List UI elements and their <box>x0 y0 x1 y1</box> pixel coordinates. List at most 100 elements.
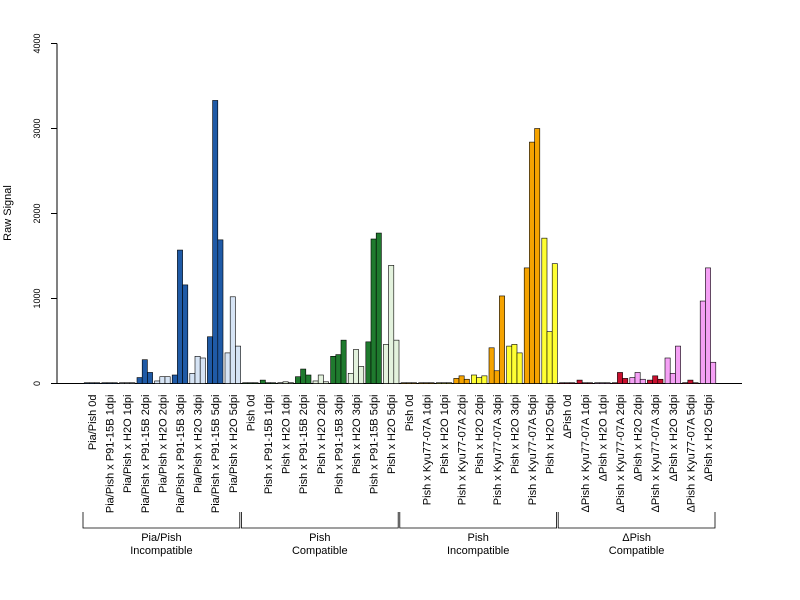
bar <box>224 352 231 384</box>
y-tick-label: 2000 <box>32 203 42 223</box>
bar <box>634 372 641 384</box>
bar <box>411 382 417 384</box>
x-tick-label: ΔPish x Kyu77-07A 2dpi <box>615 395 627 513</box>
bar <box>499 295 505 384</box>
bar <box>330 355 337 384</box>
bar <box>177 249 183 384</box>
x-tick-label: ΔPish x H2O 3dpi <box>668 395 680 482</box>
bar <box>141 359 148 384</box>
x-tick-label: Pish x H2O 5dpi <box>386 395 398 474</box>
group-brackets: Pia/PishIncompatiblePishCompatiblePishIn… <box>82 512 716 557</box>
bar <box>453 378 460 384</box>
y-axis-label: Raw Signal <box>2 185 14 241</box>
bar <box>546 331 553 384</box>
x-tick-label: Pish x Kyu77-07A 2dpi <box>457 395 469 506</box>
chart-bars <box>83 100 717 384</box>
y-tick-label: 3000 <box>32 118 42 138</box>
y-tick-label: 4000 <box>32 33 42 53</box>
bar <box>506 345 513 384</box>
bar <box>164 376 171 384</box>
bar <box>446 382 453 384</box>
bar <box>370 238 377 384</box>
x-tick-label: Pish 0d <box>404 395 416 432</box>
bar <box>699 300 706 384</box>
bar <box>564 382 571 384</box>
bar <box>182 284 189 384</box>
bar <box>639 378 646 384</box>
y-tick-label: 0 <box>32 381 42 386</box>
bar <box>136 377 143 384</box>
bar <box>687 379 694 384</box>
x-tick-labels: Pia/Pish 0d Pia/Pish x P91-15B 1dpi Pia/Pi… <box>87 395 715 514</box>
x-tick-label: Pia/Pish 0d <box>87 395 99 451</box>
bar <box>511 344 518 384</box>
bar <box>611 382 618 384</box>
bar <box>493 370 500 384</box>
x-tick-label: ΔPish x Kyu77-07A 5dpi <box>685 395 697 513</box>
bar <box>259 379 266 384</box>
y-tick-label: 1000 <box>32 288 42 308</box>
bar <box>664 357 671 384</box>
bar <box>282 381 289 384</box>
bar <box>300 368 307 384</box>
bar <box>405 382 412 384</box>
bar <box>657 378 664 384</box>
bar <box>154 380 161 384</box>
bar <box>418 382 425 384</box>
bar <box>587 382 593 384</box>
bar <box>435 382 442 384</box>
bar <box>463 378 470 384</box>
x-tick-label: Pish x Kyu77-07A 3dpi <box>492 395 504 506</box>
bar <box>541 237 548 384</box>
bar <box>705 267 711 384</box>
bar <box>569 382 576 384</box>
bar <box>481 375 488 384</box>
bar <box>647 379 653 384</box>
bar <box>194 355 201 384</box>
x-tick-label: Pish 0d <box>245 395 257 432</box>
group-bracket <box>399 512 557 529</box>
x-tick-label: Pish x P91-15B 1dpi <box>263 395 275 495</box>
bar <box>124 382 131 384</box>
bar <box>129 382 136 384</box>
group-bracket <box>241 512 399 529</box>
group-label-sub: Compatible <box>292 545 348 557</box>
x-tick-label: Pish x H2O 2dpi <box>474 395 486 474</box>
bar <box>235 345 241 384</box>
bar <box>199 357 206 384</box>
group-label: ΔPish <box>622 532 651 544</box>
bar <box>559 382 565 384</box>
bar <box>388 265 395 384</box>
group-bracket <box>82 512 241 529</box>
bar <box>471 374 477 384</box>
bar <box>617 372 623 384</box>
bar <box>375 232 382 384</box>
bar <box>383 344 389 384</box>
bar <box>604 382 611 384</box>
bar <box>287 382 294 384</box>
bar <box>305 374 312 384</box>
bar <box>347 372 354 384</box>
bar <box>217 239 224 384</box>
bar <box>441 382 447 384</box>
x-tick-label: ΔPish x Kyu77-07A 1dpi <box>580 395 592 513</box>
bar <box>270 382 277 384</box>
group-label: Pish <box>309 532 330 544</box>
bar <box>652 375 659 384</box>
bar <box>594 382 601 384</box>
bar <box>576 379 583 384</box>
x-tick-label: Pish x P91-15B 3dpi <box>333 395 345 495</box>
x-tick-label: Pia/Pish x P91-15B 1dpi <box>105 395 117 514</box>
bar <box>212 100 219 384</box>
bar <box>323 381 329 384</box>
bar <box>147 372 153 384</box>
bar <box>295 376 301 384</box>
bar <box>393 339 400 384</box>
x-tick-label: ΔPish x H2O 2dpi <box>633 395 645 482</box>
x-tick-label: ΔPish 0d <box>562 395 574 439</box>
x-tick-label: Pia/Pish x P91-15B 5dpi <box>210 395 222 514</box>
x-tick-label: Pish x H2O 2dpi <box>316 395 328 474</box>
bar <box>622 378 629 384</box>
bar <box>189 372 196 384</box>
bar <box>83 382 90 384</box>
